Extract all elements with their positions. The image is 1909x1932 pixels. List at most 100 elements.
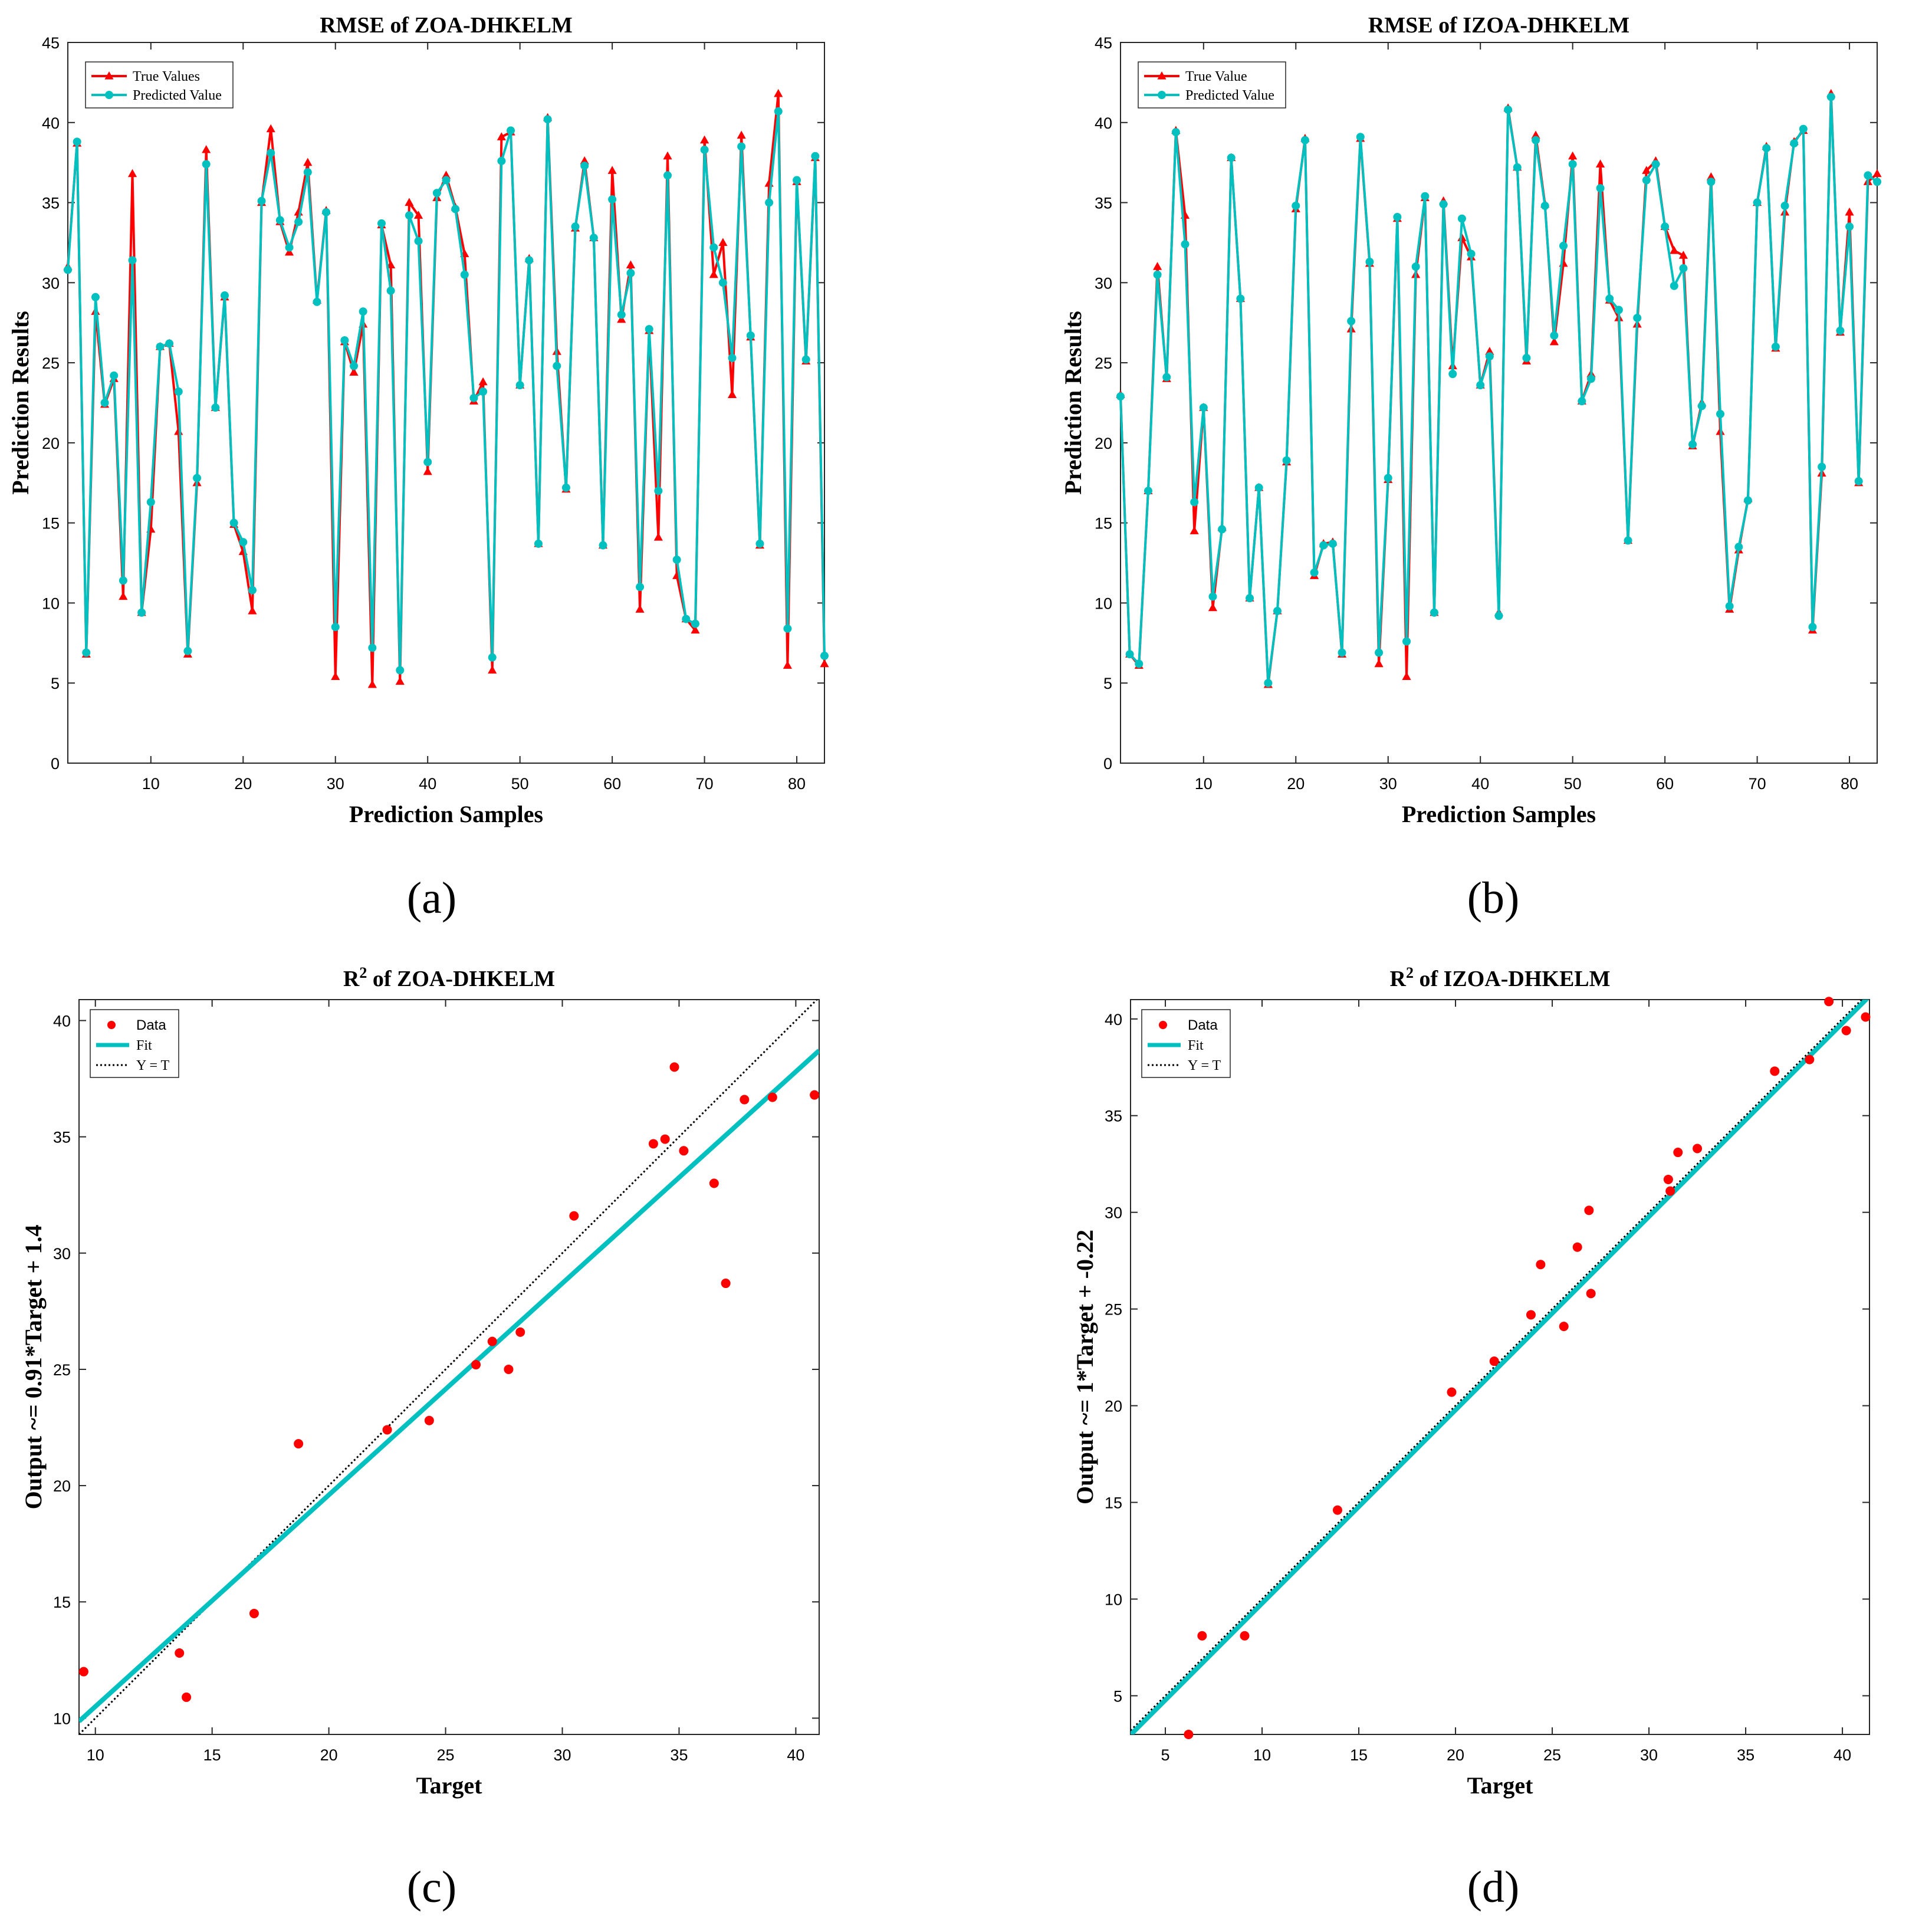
panel-a-y-tick-label: 40 bbox=[42, 114, 60, 132]
panel-c-data-point bbox=[669, 1062, 679, 1072]
panel-b-legend-true-marker bbox=[1157, 71, 1167, 80]
panel-a-true-value-marker bbox=[635, 604, 645, 613]
panel-a-predicted-marker bbox=[709, 243, 718, 252]
panel-b-predicted-marker bbox=[1661, 222, 1670, 231]
panel-c-legend-data-label: Data bbox=[136, 1017, 166, 1033]
panel-a-true-value-marker bbox=[607, 166, 617, 174]
panel-b-true-value-marker bbox=[1678, 251, 1688, 259]
panel-c-data-point bbox=[660, 1134, 670, 1144]
panel-a-predicted-marker bbox=[275, 216, 284, 225]
panel-d-data-point bbox=[1673, 1148, 1683, 1158]
panel-b-predicted-marker bbox=[1707, 178, 1716, 186]
panel-a-predicted-marker bbox=[414, 236, 423, 245]
panel-a-true-value-marker bbox=[663, 151, 672, 160]
panel-a-true-value-marker bbox=[820, 659, 829, 668]
panel-a-predicted-marker bbox=[654, 487, 663, 495]
panel-c-y-tick-label: 35 bbox=[53, 1129, 71, 1146]
panel-a-predicted-marker bbox=[202, 160, 211, 169]
panel-d-legend-fit-label: Fit bbox=[1188, 1038, 1204, 1053]
panel-b-predicted-marker bbox=[1679, 264, 1688, 272]
panel-d-x-tick-label: 20 bbox=[1447, 1746, 1464, 1764]
panel-d-data-point bbox=[1586, 1289, 1596, 1299]
panel-b-x-tick-label: 60 bbox=[1656, 775, 1674, 793]
panel-c-title-sup: 2 bbox=[359, 964, 367, 981]
panel-d-y-tick-label: 35 bbox=[1105, 1108, 1122, 1125]
panel-b-true-value-marker bbox=[1845, 207, 1854, 216]
panel-c-x-tick-label: 15 bbox=[203, 1746, 221, 1764]
panel-a-y-tick-label: 15 bbox=[42, 515, 60, 533]
panel-c-x-tick-label: 40 bbox=[787, 1746, 804, 1764]
panel-b-predicted-marker bbox=[1799, 124, 1808, 133]
panel-b-predicted-marker bbox=[1494, 612, 1503, 620]
panel-a-predicted-marker bbox=[285, 243, 294, 252]
panel-c-data-point bbox=[679, 1146, 689, 1156]
panel-a-predicted-marker bbox=[82, 648, 91, 657]
panel-d-y-tick-label: 15 bbox=[1105, 1494, 1122, 1512]
panel-b-predicted-marker bbox=[1430, 608, 1438, 617]
panel-c-data-point bbox=[182, 1692, 192, 1702]
panel-a-y-tick-label: 45 bbox=[42, 34, 60, 52]
panel-b-predicted-marker bbox=[1476, 381, 1485, 390]
panel-b-predicted-marker bbox=[1540, 201, 1549, 210]
panel-d-x-tick-label: 10 bbox=[1253, 1746, 1271, 1764]
panel-a-predicted-marker bbox=[386, 286, 395, 295]
panel-d-y-tick-label: 40 bbox=[1105, 1011, 1122, 1029]
panel-a-y-axis-label: Prediction Results bbox=[7, 311, 34, 494]
panel-b-true-value-marker bbox=[1642, 166, 1651, 174]
panel-a-true-value-marker bbox=[423, 466, 432, 475]
panel-a-legend-true-marker bbox=[104, 71, 114, 80]
panel-c-chart: R2 of ZOA-DHKELM 10 15 20 25 30 35 40 10 15 20 25 30… bbox=[20, 964, 820, 1799]
panel-a-predicted-marker bbox=[368, 643, 377, 652]
panel-a-predicted-marker bbox=[497, 156, 506, 165]
panel-b-y-tick-label: 45 bbox=[1095, 34, 1112, 52]
panel-a-predicted-marker bbox=[765, 198, 774, 207]
panel-b-chart: RMSE of IZOA-DHKELM 10 20 30 40 50 60 70 80 0 5 10 1… bbox=[1060, 13, 1882, 827]
panel-b-predicted-marker bbox=[1338, 648, 1346, 657]
panel-b-predicted-marker bbox=[1651, 160, 1660, 169]
panel-d-data-point bbox=[1184, 1730, 1194, 1739]
panel-a-x-tick-label: 80 bbox=[788, 775, 806, 793]
panel-a-y-tick-label: 25 bbox=[42, 354, 60, 372]
panel-a-true-value-marker bbox=[413, 211, 423, 219]
panel-a-predicted-marker bbox=[599, 541, 607, 550]
panel-a-y-tick-label: 20 bbox=[42, 435, 60, 452]
panel-d-data-point bbox=[1526, 1310, 1536, 1320]
panel-a-title: RMSE of ZOA-DHKELM bbox=[320, 13, 573, 38]
panel-a-chart: RMSE of ZOA-DHKELM 10 20 30 40 50 60 70 80 0 5 10 15… bbox=[7, 13, 829, 827]
panel-d-identity-line bbox=[1131, 1000, 1864, 1731]
panel-b-predicted-marker bbox=[1236, 294, 1245, 303]
panel-a-predicted-marker bbox=[755, 539, 764, 548]
panel-a-y-tick-label: 30 bbox=[42, 274, 60, 292]
panel-b-true-value-marker bbox=[1374, 659, 1384, 668]
panel-c-y-tick-label: 25 bbox=[53, 1361, 71, 1379]
panel-c-data-point bbox=[569, 1211, 579, 1221]
panel-a-predicted-marker bbox=[359, 307, 367, 316]
panel-a-predicted-marker bbox=[64, 265, 72, 274]
panel-d-data-point bbox=[1584, 1205, 1594, 1215]
panel-d-data-point bbox=[1770, 1066, 1780, 1076]
panel-d-data-point bbox=[1663, 1174, 1673, 1184]
panel-a-predicted-marker bbox=[303, 167, 312, 176]
panel-b-predicted-marker bbox=[1642, 176, 1651, 185]
panel-a-true-value-marker bbox=[691, 625, 700, 634]
panel-a-x-tick-label: 30 bbox=[327, 775, 344, 793]
panel-c-data-point bbox=[740, 1095, 750, 1105]
panel-c-data-point bbox=[294, 1439, 304, 1449]
panel-a-predicted-marker bbox=[479, 387, 488, 396]
panel-b-predicted-marker bbox=[1780, 201, 1789, 210]
panel-c-y-tick-label: 40 bbox=[53, 1012, 71, 1030]
panel-b-predicted-marker bbox=[1532, 136, 1540, 144]
panel-a-true-value-marker bbox=[266, 124, 275, 133]
panel-d-data-point bbox=[1805, 1054, 1815, 1064]
panel-b-predicted-marker bbox=[1873, 178, 1881, 186]
panel-b-y-tick-label: 35 bbox=[1095, 195, 1112, 212]
panel-d-legend-identity-label: Y = T bbox=[1188, 1058, 1221, 1073]
panel-c-data-point bbox=[175, 1648, 185, 1658]
panel-a-predicted-marker bbox=[636, 583, 645, 592]
panel-a-true-value-marker bbox=[488, 665, 497, 674]
panel-c-data-point bbox=[810, 1090, 820, 1100]
panel-a-predicted-marker bbox=[313, 297, 321, 306]
panel-c-legend-fit-label: Fit bbox=[136, 1038, 152, 1053]
panel-a-x-tick-label: 40 bbox=[419, 775, 436, 793]
